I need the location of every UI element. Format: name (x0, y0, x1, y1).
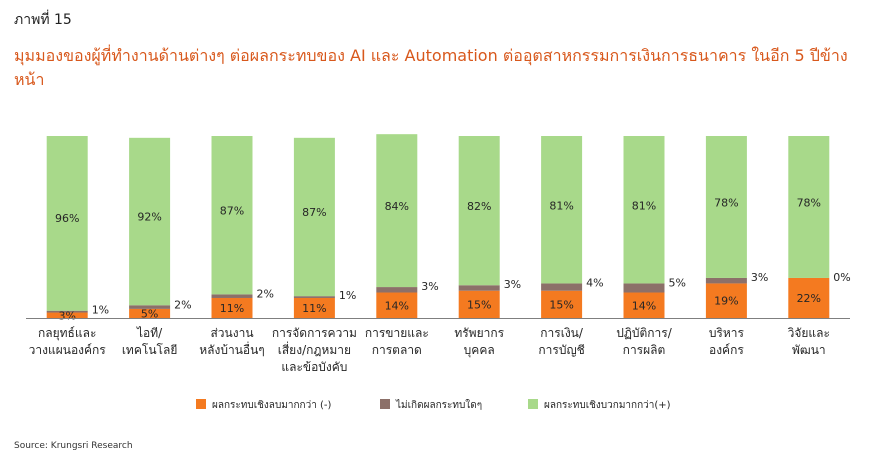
data-label-no-impact: 3% (421, 280, 438, 293)
bars-group: 96% 3% 1% 92% 5% 2% 87% 11% 2% 87% 11% 1% 84% 14% 3% 82… (46, 134, 851, 322)
figure-label: ภาพที่ 15 (14, 12, 72, 28)
data-label-negative: 15% (467, 298, 491, 311)
bar-negative (211, 297, 253, 318)
bar-positive (458, 136, 500, 286)
data-label-negative: 11% (302, 302, 326, 315)
legend: ผลกระทบเชิงลบมากกว่า (-) ไม่เกิดผลกระทบใด… (196, 399, 671, 411)
bar-positive (46, 136, 88, 311)
bar-positive (376, 134, 418, 288)
data-label-no-impact: 5% (669, 276, 686, 289)
x-tick-label: การขายและ (365, 326, 429, 340)
bar-negative (376, 292, 418, 318)
data-label-no-impact: 3% (504, 278, 521, 291)
x-tick-label: หลังบ้านอื่นๆ (199, 341, 265, 357)
x-tick-label: บริหาร (709, 326, 745, 340)
data-label-no-impact: 4% (586, 276, 603, 289)
data-label-positive: 84% (385, 200, 409, 213)
bar-no-impact (705, 277, 747, 284)
bar-positive (705, 136, 747, 278)
legend-label: ผลกระทบเชิงบวกมากกว่า(+) (544, 400, 671, 411)
legend-label: ไม่เกิดผลกระทบใดๆ (395, 399, 482, 411)
x-tick-label: การบัญชี (538, 343, 584, 357)
bar-negative (458, 290, 500, 318)
data-label-negative: 22% (797, 292, 821, 305)
data-label-positive: 96% (55, 212, 79, 225)
bar-no-impact (293, 296, 335, 298)
source-note: Source: Krungsri Research (14, 441, 133, 451)
x-tick-label: บุคคล (464, 343, 495, 358)
legend-label: ผลกระทบเชิงลบมากกว่า (-) (212, 400, 332, 411)
stacked-bar-chart: 96% 3% 1% 92% 5% 2% 87% 11% 2% 87% 11% 1% 84% 14% 3% 82… (26, 134, 851, 411)
bar-positive (293, 137, 335, 297)
bar-positive (541, 136, 583, 284)
bar-no-impact (541, 283, 583, 291)
x-tick-label: พัฒนา (792, 343, 826, 357)
bar-no-impact (458, 285, 500, 291)
bar-no-impact (129, 305, 171, 309)
data-label-negative: 19% (714, 295, 738, 308)
data-label-positive: 92% (137, 211, 161, 224)
data-label-no-impact: 2% (257, 287, 274, 300)
data-label-no-impact: 1% (339, 289, 356, 302)
x-tick-label: ไอที/ (136, 326, 163, 340)
bar-positive (129, 137, 171, 306)
x-tick-label: การเงิน/ (540, 326, 584, 340)
bar-positive (623, 136, 665, 284)
data-label-positive: 87% (220, 204, 244, 217)
data-label-negative: 11% (220, 302, 244, 315)
x-tick-label: การผลิต (623, 343, 666, 357)
data-label-positive: 78% (797, 197, 821, 210)
data-label-positive: 81% (549, 199, 573, 212)
x-tick-label: การตลาด (372, 343, 422, 357)
legend-swatch (196, 399, 206, 409)
x-tick-label: เทคโนโลยี (122, 343, 178, 357)
data-label-negative: 15% (549, 298, 573, 311)
x-tick-label: วิจัยและ (787, 326, 830, 340)
x-tick-label: เสี่ยง/กฎหมาย (278, 341, 351, 357)
x-tick-label: ส่วนงาน (210, 326, 253, 340)
bar-negative (623, 292, 665, 318)
x-tick-label: และข้อบังคับ (281, 360, 347, 374)
x-tick-label: ปฏิบัติการ/ (616, 326, 673, 340)
x-tick-label: กลยุทธ์และ (38, 326, 96, 341)
x-tick-label: วางแผนองค์กร (29, 343, 107, 357)
bar-negative (788, 277, 830, 318)
chart-title: มุมมองของผู้ที่ทำงานด้านต่างๆ ต่อผลกระทบ… (14, 46, 848, 89)
data-label-no-impact: 1% (92, 304, 109, 317)
bar-negative (46, 312, 88, 318)
data-label-negative: 14% (385, 299, 409, 312)
bar-negative (129, 308, 171, 318)
bar-no-impact (46, 310, 88, 313)
bar-negative (541, 290, 583, 318)
data-label-positive: 87% (302, 206, 326, 219)
bar-negative (705, 283, 747, 318)
bar-no-impact (623, 283, 665, 293)
data-label-negative: 3% (58, 309, 75, 322)
data-label-no-impact: 2% (174, 298, 191, 311)
bar-positive (788, 136, 830, 278)
x-tick-label: ทรัพยากร (454, 326, 504, 340)
data-label-no-impact: 3% (751, 271, 768, 284)
data-label-no-impact: 0% (833, 271, 850, 284)
bar-negative (293, 297, 335, 318)
bar-no-impact (211, 294, 253, 298)
x-tick-label: การจัดการความ (272, 326, 357, 340)
x-tick-label: องค์กร (709, 343, 744, 357)
bar-positive (211, 136, 253, 295)
data-label-positive: 82% (467, 200, 491, 213)
data-label-negative: 14% (632, 299, 656, 312)
legend-swatch (380, 399, 390, 409)
data-label-positive: 81% (632, 199, 656, 212)
data-label-negative: 5% (141, 307, 158, 320)
legend-swatch (528, 399, 538, 409)
data-label-positive: 78% (714, 197, 738, 210)
bar-no-impact (376, 287, 418, 293)
